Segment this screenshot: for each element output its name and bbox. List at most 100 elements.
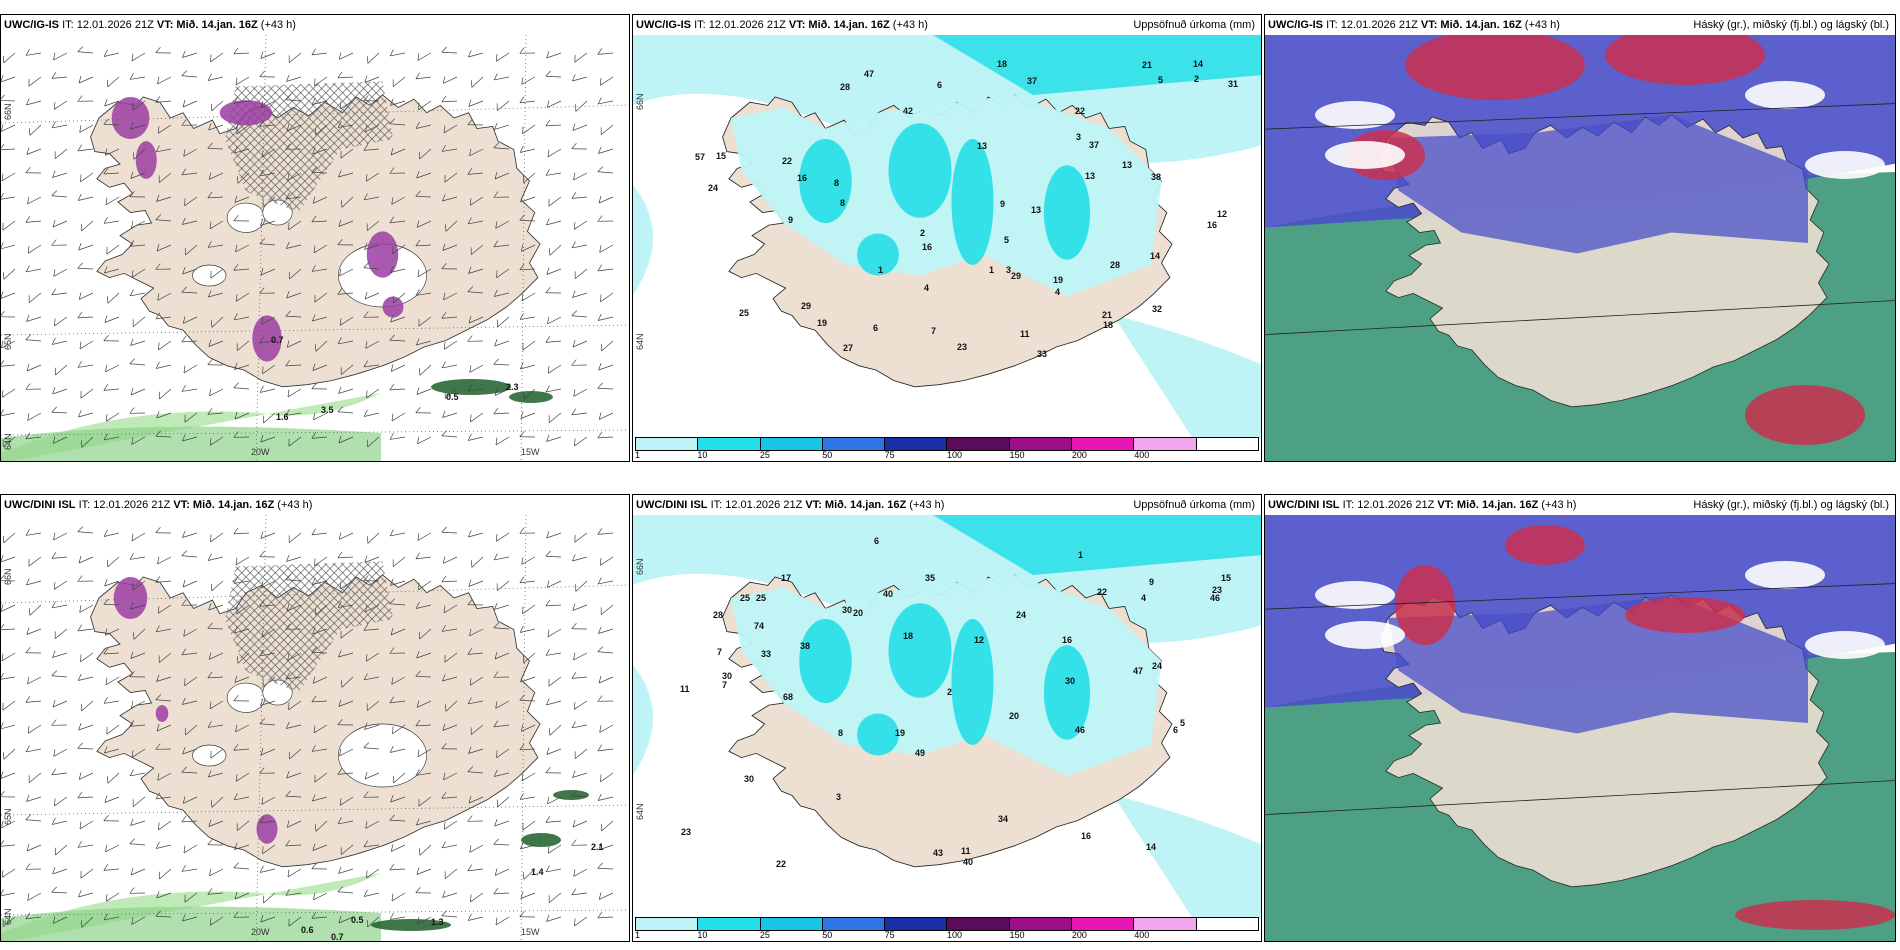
wind-barb-shaft — [51, 604, 68, 609]
wind-barb-flag — [130, 387, 134, 396]
wind-barb — [26, 147, 42, 155]
wind-barb-shaft — [155, 219, 172, 222]
wind-barb-shaft — [2, 220, 16, 231]
wind-barb — [51, 719, 68, 726]
wind-barb — [1, 360, 16, 367]
wind-barb — [157, 604, 172, 614]
wind-barb — [233, 264, 250, 271]
wind-barb-shaft — [415, 556, 432, 560]
wind-barb-shaft — [314, 556, 328, 567]
wind-barb — [443, 772, 458, 781]
wind-barb-shaft — [156, 724, 172, 732]
wind-barb — [571, 192, 588, 199]
wind-barb — [28, 556, 42, 567]
wind-barb-flag — [155, 312, 161, 320]
wind-barb-shaft — [393, 292, 406, 304]
value-label: 33 — [761, 649, 771, 659]
wind-barb-shaft — [1, 172, 16, 182]
wind-barb-shaft — [519, 796, 536, 800]
value-label: 22 — [1097, 587, 1107, 597]
wind-barb-shaft — [105, 364, 120, 373]
wind-barb — [389, 118, 406, 126]
wind-barb-flag — [80, 174, 82, 182]
wind-barb — [156, 723, 172, 732]
wind-barb — [597, 577, 614, 585]
wind-barb-flag — [2, 702, 4, 711]
colorbar-cell — [885, 918, 948, 930]
wind-barb — [51, 552, 68, 559]
wind-barb-shaft — [26, 148, 42, 155]
wind-barb-shaft — [494, 340, 510, 347]
wind-barb-flag — [599, 245, 602, 253]
wind-barb — [155, 576, 172, 583]
wind-barb-shaft — [182, 916, 198, 922]
wind-barb-shaft — [337, 411, 354, 414]
wind-barb — [2, 52, 16, 64]
wind-barb — [442, 243, 458, 251]
wind-barb-shaft — [493, 724, 510, 728]
wind-barb-shaft — [389, 700, 406, 704]
wind-barb-shaft — [106, 412, 120, 422]
wind-barb-shaft — [158, 172, 172, 183]
wind-barb-flag — [441, 841, 446, 849]
wind-barb-flag — [366, 703, 368, 711]
wind-barb-flag — [129, 122, 134, 130]
wind-barb-flag — [365, 604, 368, 613]
wind-barb-shaft — [523, 172, 536, 184]
wind-barb-flag — [1, 192, 4, 200]
wind-barb-shaft — [340, 364, 354, 375]
wind-barb — [443, 340, 458, 350]
wind-barb-flag — [25, 334, 32, 340]
wind-barb — [1, 310, 16, 318]
wind-barb-shaft — [261, 796, 276, 805]
wind-barb-flag — [286, 554, 290, 562]
wind-barb — [363, 742, 380, 750]
wind-barb-shaft — [77, 316, 94, 319]
precip-area — [888, 123, 952, 218]
wind-barb-flag — [155, 694, 162, 700]
wind-barb-flag — [418, 318, 420, 327]
wind-barb-shaft — [390, 316, 406, 323]
wind-barb-shaft — [208, 604, 224, 611]
wind-barb-flag — [389, 265, 394, 273]
wind-barb-shaft — [311, 868, 328, 870]
colorbar-cells — [635, 437, 1259, 451]
wind-barb-flag — [545, 698, 550, 706]
wind-barb-flag — [103, 647, 109, 655]
value-label: 31 — [1228, 79, 1238, 89]
wind-barb — [285, 839, 302, 847]
wind-barb-shaft — [155, 796, 172, 800]
wind-barb — [77, 193, 94, 201]
iceland-group — [722, 574, 1173, 868]
cloud-map-panel: UWC/IG-IS IT: 12.01.2026 21Z VT: Mið. 14… — [1264, 14, 1896, 462]
wind-barb — [441, 742, 458, 750]
wind-barb-flag — [234, 891, 238, 900]
wind-barb — [337, 817, 354, 825]
wind-barb — [315, 340, 328, 352]
wind-barb-flag — [28, 775, 30, 783]
wind-barb-shaft — [416, 820, 432, 826]
wind-barb — [155, 263, 172, 270]
colorbar-cell — [760, 438, 823, 450]
wind-barb-shaft — [129, 244, 146, 247]
wind-barb-flag — [155, 792, 161, 800]
wind-barb-flag — [574, 751, 576, 759]
wind-barb — [259, 238, 276, 246]
clear-sky — [1745, 81, 1825, 109]
wind-barb — [208, 603, 224, 611]
wind-barb-shaft — [416, 124, 432, 129]
wind-barb-shaft — [259, 556, 276, 558]
wind-barb — [262, 844, 276, 855]
wind-barb-shaft — [547, 316, 562, 325]
wind-barb — [469, 844, 484, 853]
wind-barb-shaft — [285, 99, 302, 102]
wind-barb-flag — [311, 794, 316, 802]
wind-barb-shaft — [521, 76, 536, 85]
wind-barb-flag — [575, 584, 577, 592]
value-label: 22 — [1075, 106, 1085, 116]
wind-barb-flag — [209, 388, 212, 397]
value-label: 5 — [1158, 75, 1163, 85]
wind-barb-shaft — [210, 748, 224, 759]
value-label: 6 — [1173, 725, 1178, 735]
value-label: 74 — [754, 621, 764, 631]
